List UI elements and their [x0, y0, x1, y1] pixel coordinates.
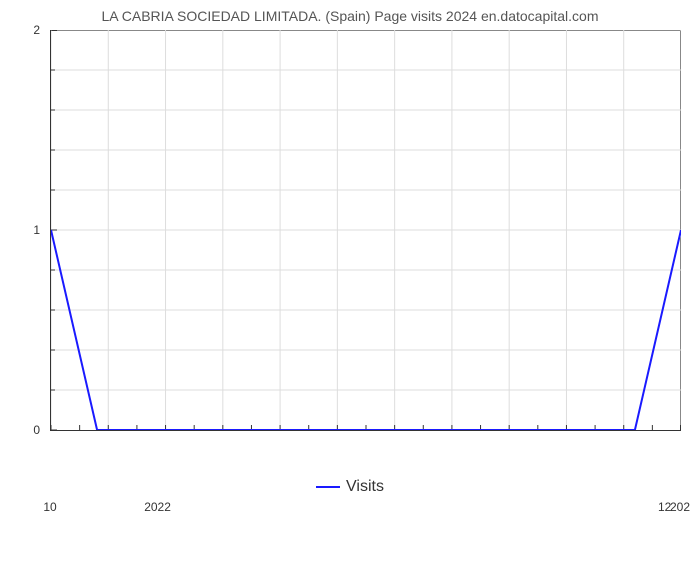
- legend-label: Visits: [346, 478, 384, 495]
- legend-swatch-visits: [316, 486, 340, 488]
- x-tick-label: 10: [43, 500, 56, 566]
- chart-title: LA CABRIA SOCIEDAD LIMITADA. (Spain) Pag…: [0, 8, 700, 24]
- y-tick-label: 2: [0, 23, 40, 37]
- x-tick-label: 202: [670, 500, 690, 566]
- legend: Visits: [0, 478, 700, 496]
- plot-area: [50, 30, 681, 431]
- y-tick-label: 0: [0, 423, 40, 437]
- plot-svg: [51, 30, 681, 430]
- x-tick-label: 2022: [144, 500, 171, 566]
- y-tick-label: 1: [0, 223, 40, 237]
